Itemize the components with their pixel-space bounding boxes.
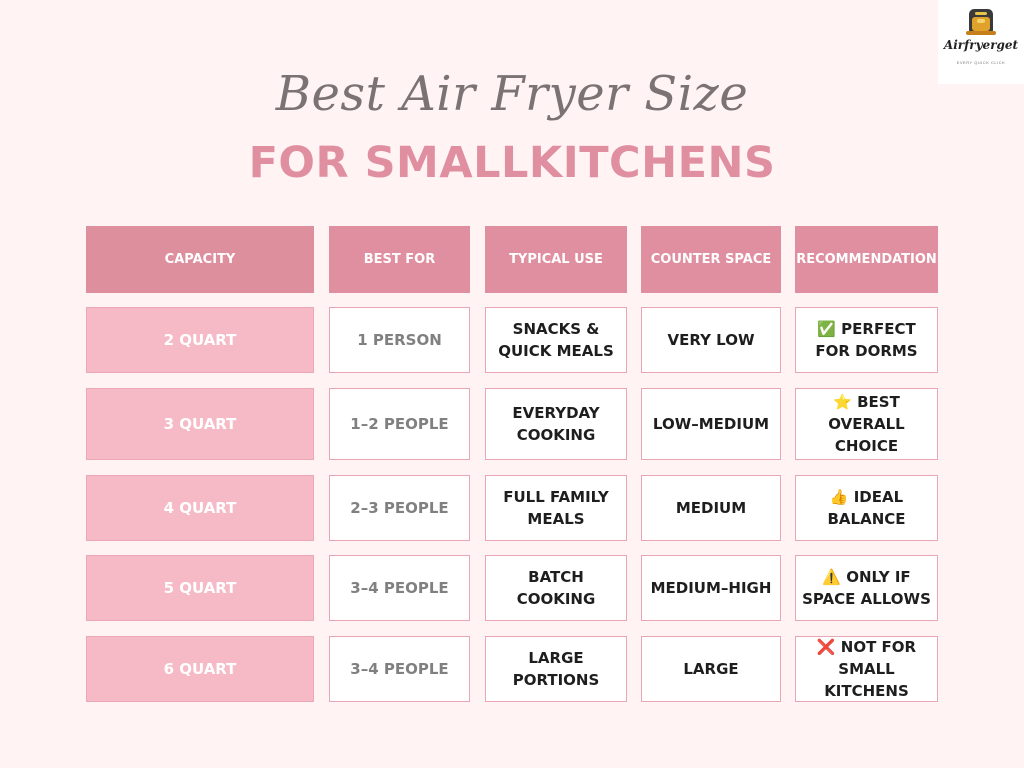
recommendation-cell: 👍 IDEAL BALANCE xyxy=(795,475,938,541)
capacity-cell: 2 QUART xyxy=(86,307,314,373)
best-for-cell: 3–4 PEOPLE xyxy=(329,636,470,702)
best-for-cell: 2–3 PEOPLE xyxy=(329,475,470,541)
counter-space-cell: LOW–MEDIUM xyxy=(641,388,781,460)
brand-name: Airfryerget xyxy=(943,38,1019,52)
best-for-cell: 3–4 PEOPLE xyxy=(329,555,470,621)
typical-use-cell: SNACKS & QUICK MEALS xyxy=(485,307,627,373)
capacity-cell: 4 QUART xyxy=(86,475,314,541)
counter-space-cell: MEDIUM–HIGH xyxy=(641,555,781,621)
header-best-for: BEST FOR xyxy=(329,226,470,293)
best-for-cell: 1–2 PEOPLE xyxy=(329,388,470,460)
recommendation-cell: ❌ NOT FOR SMALL KITCHENS xyxy=(795,636,938,702)
recommendation-cell: ✅ PERFECT FOR DORMS xyxy=(795,307,938,373)
capacity-cell: 6 QUART xyxy=(86,636,314,702)
typical-use-cell: BATCH COOKING xyxy=(485,555,627,621)
typical-use-cell: FULL FAMILY MEALS xyxy=(485,475,627,541)
recommendation-cell: ⭐ BEST OVERALL CHOICE xyxy=(795,388,938,460)
brand-logo: Airfryerget EVERY QUICK CLICK xyxy=(938,0,1024,84)
capacity-cell: 5 QUART xyxy=(86,555,314,621)
page-title: Best Air Fryer Size xyxy=(275,66,749,122)
page-subtitle: FOR SMALLKITCHENS xyxy=(248,138,776,188)
counter-space-cell: LARGE xyxy=(641,636,781,702)
header-recommendation: RECOMMENDATION xyxy=(795,226,938,293)
header-counter-space: COUNTER SPACE xyxy=(641,226,781,293)
air-fryer-icon xyxy=(966,9,996,35)
header-typical-use: TYPICAL USE xyxy=(485,226,627,293)
counter-space-cell: VERY LOW xyxy=(641,307,781,373)
typical-use-cell: LARGE PORTIONS xyxy=(485,636,627,702)
recommendation-cell: ⚠️ ONLY IF SPACE ALLOWS xyxy=(795,555,938,621)
capacity-cell: 3 QUART xyxy=(86,388,314,460)
best-for-cell: 1 PERSON xyxy=(329,307,470,373)
typical-use-cell: EVERYDAY COOKING xyxy=(485,388,627,460)
header-capacity: CAPACITY xyxy=(86,226,314,293)
counter-space-cell: MEDIUM xyxy=(641,475,781,541)
brand-tagline: EVERY QUICK CLICK xyxy=(956,60,1006,65)
